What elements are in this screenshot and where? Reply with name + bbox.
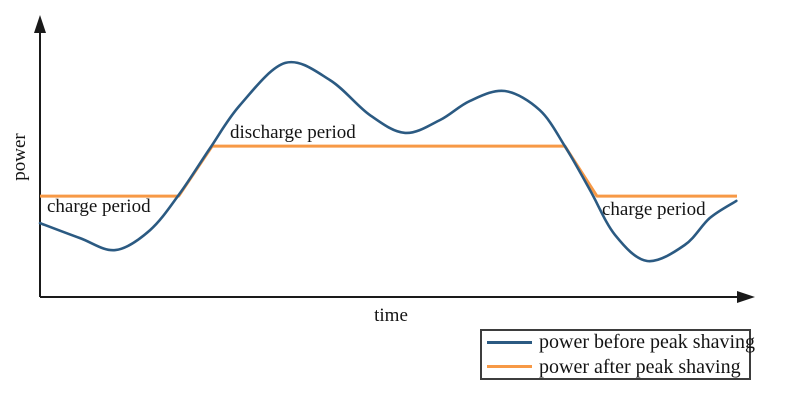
- series-power-before-peak-shaving: [38, 60, 738, 263]
- legend-label-before: power before peak shaving: [539, 331, 756, 354]
- y-axis-arrow-icon: [34, 15, 46, 33]
- annotation-charge-period-right: charge period: [602, 199, 706, 220]
- x-axis-label: time: [374, 305, 408, 326]
- series-power-after-peak-shaving: [40, 144, 737, 198]
- annotation-charge-period-left: charge period: [47, 196, 151, 217]
- legend-box: power before peak shaving power after pe…: [480, 329, 755, 380]
- legend-line-after-icon: [487, 365, 532, 369]
- legend-item-before: power before peak shaving: [487, 331, 755, 354]
- y-axis-label: power: [9, 133, 30, 181]
- legend-label-after: power after peak shaving: [539, 355, 741, 378]
- x-axis-arrow-icon: [737, 291, 755, 303]
- annotation-discharge-period: discharge period: [230, 122, 356, 143]
- legend-line-before-icon: [487, 340, 532, 344]
- legend-item-after: power after peak shaving: [487, 356, 749, 379]
